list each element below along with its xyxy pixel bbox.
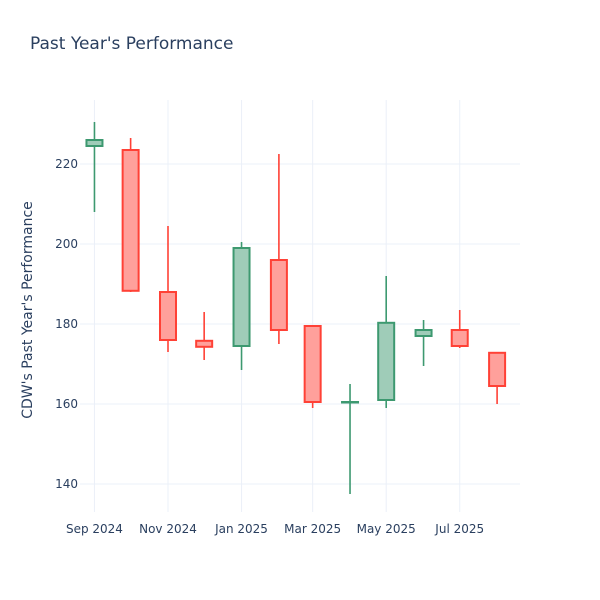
y-tick-label: 180 [55, 317, 78, 331]
candle [450, 310, 469, 348]
candle-body [195, 339, 214, 348]
x-tick-label: Nov 2024 [139, 522, 197, 536]
candle-body [269, 259, 288, 331]
candle [341, 384, 360, 494]
candle-body [303, 325, 322, 403]
candle [414, 320, 433, 366]
candle [121, 138, 140, 292]
chart-title: Past Year's Performance [30, 34, 234, 54]
candle-body [85, 139, 104, 147]
candle-body [159, 291, 177, 341]
candle-body [450, 329, 469, 347]
x-tick-label: Jul 2025 [434, 522, 484, 536]
y-tick-label: 140 [55, 477, 78, 491]
candle [377, 276, 396, 408]
candle-body [341, 401, 360, 404]
candle-body [488, 351, 507, 387]
candle [488, 351, 507, 404]
candle-body [121, 149, 140, 292]
y-axis-title: CDW's Past Year's Performance [20, 201, 36, 419]
candle [232, 242, 251, 370]
candle [195, 312, 214, 360]
candle [159, 226, 177, 352]
x-tick-label: Mar 2025 [284, 522, 341, 536]
candle [303, 325, 322, 408]
candle-body [377, 321, 396, 401]
x-tick-label: Sep 2024 [66, 522, 123, 536]
candles [85, 122, 507, 494]
grid-lines [80, 100, 520, 512]
candle-body [414, 329, 433, 337]
y-tick-label: 200 [55, 237, 78, 251]
candle [269, 154, 288, 344]
y-tick-label: 220 [55, 157, 78, 171]
x-tick-label: May 2025 [357, 522, 416, 536]
candle [85, 122, 104, 212]
x-axis-ticks: Sep 2024 Nov 2024 Jan 2025 Mar 2025 May 2025… [66, 522, 484, 536]
x-tick-label: Jan 2025 [214, 522, 268, 536]
y-axis-ticks: 140 160 180 200 220 [55, 157, 78, 491]
y-tick-label: 160 [55, 397, 78, 411]
candle-body [232, 247, 251, 347]
